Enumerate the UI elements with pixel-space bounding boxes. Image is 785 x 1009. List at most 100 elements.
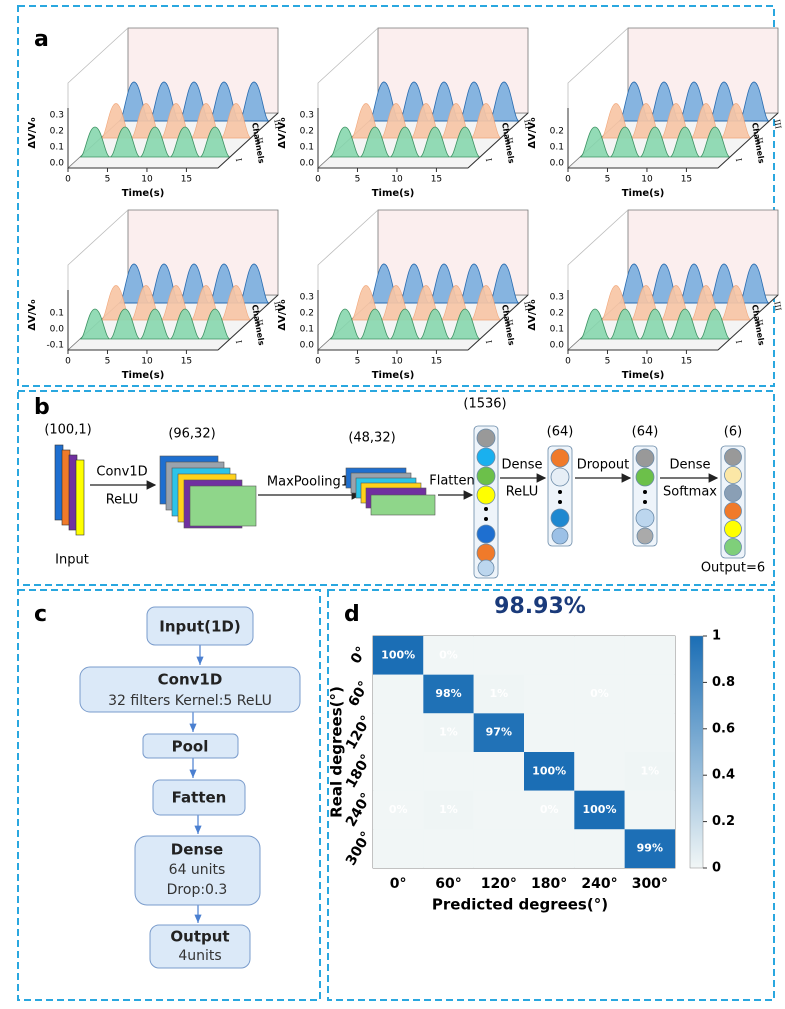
- flow-title: Input(1D): [159, 618, 240, 636]
- shape-label: (6): [724, 425, 742, 440]
- flow-detail: 64 units: [169, 862, 226, 878]
- x-tick-label: 5: [355, 357, 361, 367]
- heatmap-cell: [624, 829, 675, 868]
- heatmap-cell: [574, 713, 625, 752]
- layer-label: Dense: [669, 458, 710, 473]
- y-axis-label: ΔV/V₀: [27, 299, 38, 330]
- value-label: 97%: [486, 726, 512, 739]
- x-tick-label: 5: [605, 357, 611, 367]
- x-tick-label: 15: [431, 357, 442, 367]
- value-label: 0%: [590, 687, 609, 700]
- y-axis-label: ΔV/V₀: [277, 117, 288, 148]
- waterfall-plot: 0 5 10 15Time(s)0.00.10.20.3ΔV/V₀IIIIIIChan…: [277, 28, 533, 199]
- heatmap-cell: [524, 829, 575, 868]
- layer-label: ReLU: [506, 485, 539, 500]
- waterfall-plot: 0 5 10 15Time(s)0.00.10.2ΔV/V₀IIIIIIChannel…: [527, 28, 783, 199]
- layer-label: Softmax: [663, 485, 717, 500]
- x-tick-label: 5: [105, 175, 111, 185]
- heatmap-cell: [473, 636, 524, 675]
- flow-title: Fatten: [172, 789, 227, 807]
- panel-a: 0 5 10 15Time(s)0.00.10.20.3ΔV/V₀IIIIIIChan…: [27, 28, 783, 381]
- x-tick-label: 15: [181, 357, 192, 367]
- heatmap-cell: [473, 674, 524, 714]
- value-label: 100%: [532, 764, 566, 777]
- layer-label: Input: [55, 553, 89, 568]
- layer-label: Dense: [501, 458, 542, 473]
- y-tick-label: 0.1: [300, 325, 314, 335]
- y-tick-label: 0.2: [550, 309, 564, 319]
- y-tick-label: 0.0: [550, 341, 565, 351]
- value-label: 0%: [540, 803, 559, 816]
- plot-3d: [568, 210, 778, 350]
- channel-label: II: [755, 319, 765, 327]
- flow-box: [142, 733, 239, 759]
- flow-box: [149, 924, 251, 969]
- flow-title: Dense: [171, 841, 223, 859]
- panel-label: b: [34, 395, 50, 420]
- value-label: 1%: [439, 726, 458, 739]
- y-tick-label: 60°: [345, 679, 372, 710]
- x-tick-label: 10: [391, 357, 403, 367]
- x-tick-label: 5: [605, 175, 611, 185]
- y-tick-label: 300°: [343, 829, 375, 868]
- channel-label: II: [505, 137, 515, 145]
- plot-3d: [318, 210, 528, 350]
- channel-label: II: [755, 137, 765, 145]
- channel-label: I: [734, 158, 743, 163]
- heatmap-cell: [624, 752, 675, 791]
- value-label: 0%: [439, 648, 458, 661]
- channel-label: II: [255, 319, 265, 327]
- x-tick-label: 10: [141, 175, 153, 185]
- y-tick-label: 0°: [348, 644, 370, 667]
- value-label: 1%: [489, 687, 508, 700]
- flow-detail: 4units: [178, 948, 221, 964]
- y-tick-label: 0.0: [300, 159, 315, 169]
- x-tick-label: 10: [641, 175, 653, 185]
- panel-label: a: [34, 27, 49, 52]
- x-tick-label: 15: [431, 175, 442, 185]
- x-tick-label: 5: [105, 357, 111, 367]
- heatmap-cell: [524, 713, 575, 752]
- flow-title: Output: [170, 928, 229, 946]
- y-axis-label: ΔV/V₀: [277, 299, 288, 330]
- value-label: 100%: [381, 648, 415, 661]
- shape-label: (64): [547, 425, 574, 440]
- channel-label: III: [772, 119, 783, 130]
- panel-b: (100,1) Input Conv1D ReLU (96,32) MaxPoo…: [44, 397, 765, 579]
- heatmap-cell: [624, 790, 675, 830]
- x-tick-label: 10: [641, 357, 653, 367]
- y-tick-label: 0.2: [550, 127, 564, 137]
- flow-box: [134, 835, 261, 906]
- flow-box: [146, 606, 254, 646]
- heatmap-cell: [473, 829, 524, 868]
- colorbar-tick-label: 0: [712, 861, 721, 876]
- waterfall-plot: 0 5 10 15Time(s)0.00.10.20.3ΔV/V₀IIIIIIChan…: [277, 210, 533, 381]
- x-tick-label: 15: [681, 175, 692, 185]
- y-tick-label: 0.1: [550, 143, 564, 153]
- channel-label: I: [734, 340, 743, 345]
- channel-label: III: [272, 119, 283, 130]
- heatmap-cell: [473, 752, 524, 791]
- y-tick-label: 0.0: [550, 159, 565, 169]
- heatmap-cell: [574, 674, 625, 714]
- y-tick-label: 0.0: [300, 341, 315, 351]
- heatmap-cell: [524, 674, 575, 714]
- plot-3d: [568, 28, 778, 168]
- x-tick-label: 10: [141, 357, 153, 367]
- y-tick-label: -0.1: [46, 341, 64, 351]
- value-label: 98%: [435, 687, 461, 700]
- heatmap-cell: [373, 636, 424, 675]
- colorbar-tick-label: 0.6: [712, 721, 735, 736]
- heatmap-cell: [423, 636, 474, 675]
- heatmap-cell: [423, 752, 474, 791]
- y-axis-label: ΔV/V₀: [27, 117, 38, 148]
- x-tick-label: 180°: [531, 876, 567, 892]
- flow-title: Pool: [172, 738, 209, 756]
- heatmap-cell: [423, 790, 474, 830]
- x-tick-label: 0: [565, 175, 571, 185]
- y-tick-label: 180°: [343, 752, 375, 791]
- y-axis-label: ΔV/V₀: [527, 299, 538, 330]
- heatmap-cell: [574, 636, 625, 675]
- layer-label: MaxPooling1: [267, 475, 349, 490]
